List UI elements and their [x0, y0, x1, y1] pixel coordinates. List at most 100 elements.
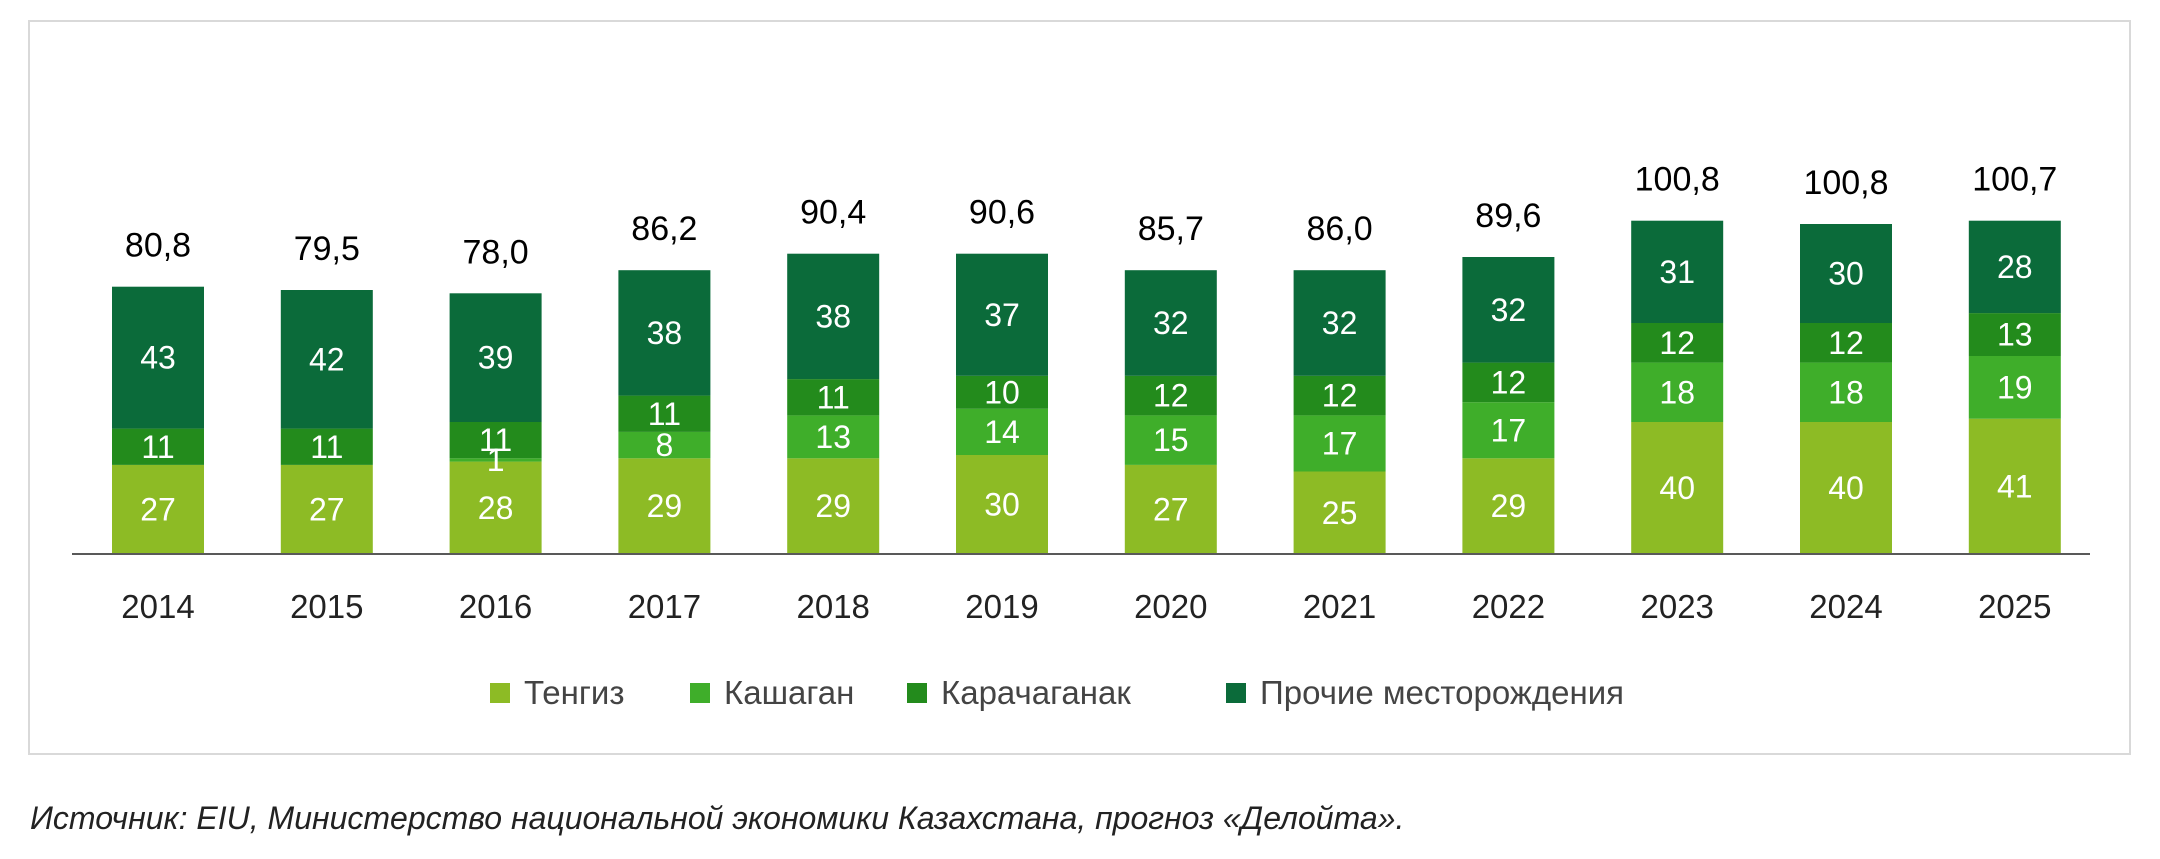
bar-segment-2025-0	[1968, 418, 2061, 554]
segment-label-2017-0: 29	[647, 488, 683, 524]
x-tick-label-2015: 2015	[290, 588, 363, 625]
bar-segment-2018-1	[787, 415, 880, 459]
segment-label-2025-1: 19	[1997, 369, 2033, 405]
segment-label-2021-1: 17	[1322, 425, 1358, 461]
bar-segment-2017-3	[618, 270, 711, 396]
total-label-2024: 100,8	[1803, 164, 1888, 202]
segment-label-2022-0: 29	[1491, 488, 1527, 524]
bar-segment-2018-0	[787, 458, 880, 554]
legend-label-3: Прочие месторождения	[1260, 674, 1624, 711]
bar-segment-2024-0	[1800, 422, 1892, 554]
segment-label-2019-3: 37	[984, 297, 1020, 333]
bar-segment-2020-0	[1124, 464, 1217, 554]
total-label-2014: 80,8	[125, 227, 191, 265]
bar-segment-2016-0	[449, 461, 542, 554]
bar-segment-2021-0	[1293, 471, 1386, 554]
segment-label-2020-2: 12	[1153, 378, 1189, 414]
legend-swatch-3	[1226, 683, 1246, 703]
total-label-2025: 100,7	[1972, 161, 2057, 199]
total-label-2019: 90,6	[969, 194, 1035, 232]
x-tick-label-2020: 2020	[1134, 588, 1207, 625]
segment-label-2017-3: 38	[647, 315, 683, 351]
segment-label-2024-3: 30	[1828, 256, 1864, 292]
segment-label-2016-3: 39	[478, 340, 514, 376]
segment-label-2018-2: 11	[817, 379, 850, 415]
segment-label-2022-3: 32	[1491, 292, 1527, 328]
bar-segment-2025-2	[1968, 313, 2061, 356]
segment-label-2017-1: 8	[656, 427, 674, 463]
segment-label-2025-2: 13	[1997, 317, 2033, 353]
bar-segment-2015-0	[280, 464, 373, 554]
segment-label-2022-1: 17	[1491, 412, 1527, 448]
segment-label-2023-3: 31	[1659, 254, 1695, 290]
segment-label-2024-0: 40	[1828, 470, 1864, 506]
total-label-2022: 89,6	[1475, 197, 1541, 235]
labels-layer: 27114380,827114279,5281113978,0298113886…	[125, 161, 2057, 531]
legend-label-2: Карачаганак	[941, 674, 1131, 711]
segment-label-2025-3: 28	[1997, 249, 2033, 285]
bar-segment-2016-3	[449, 293, 542, 422]
x-tick-label-2016: 2016	[459, 588, 532, 625]
segment-label-2018-1: 13	[815, 419, 851, 455]
legend-swatch-1	[690, 683, 710, 703]
segment-label-2018-0: 29	[815, 488, 851, 524]
x-tick-label-2018: 2018	[796, 588, 869, 625]
total-label-2016: 78,0	[463, 233, 529, 271]
segment-label-2023-1: 18	[1659, 374, 1695, 410]
bar-segment-2022-3	[1462, 257, 1555, 363]
segment-label-2016-0: 28	[478, 490, 514, 526]
segment-label-2023-0: 40	[1659, 470, 1695, 506]
bar-segment-2015-3	[280, 290, 373, 429]
bar-segment-2021-1	[1293, 415, 1386, 472]
bar-segment-2021-2	[1293, 375, 1386, 416]
bar-segment-2025-3	[1968, 220, 2061, 314]
x-tick-label-2017: 2017	[628, 588, 701, 625]
segment-label-2020-3: 32	[1153, 305, 1189, 341]
bar-segment-2022-1	[1462, 402, 1555, 459]
bar-segment-2024-1	[1800, 362, 1892, 422]
legend-swatch-2	[907, 683, 927, 703]
segment-label-2019-0: 30	[984, 487, 1020, 523]
total-label-2021: 86,0	[1307, 210, 1373, 248]
total-label-2020: 85,7	[1138, 210, 1204, 248]
bar-segment-2025-1	[1968, 356, 2061, 419]
segment-label-2016-2: 11	[479, 422, 512, 458]
total-label-2023: 100,8	[1635, 161, 1720, 199]
segment-label-2018-3: 38	[815, 298, 851, 334]
segment-label-2020-1: 15	[1153, 422, 1189, 458]
bar-segment-2014-3	[112, 286, 204, 429]
bar-segment-2016-1	[449, 458, 542, 462]
x-tick-labels: 2014 2015 2016 2017 2018 2019 2020 2021 2022 2023…	[121, 588, 2051, 625]
bar-segment-2024-2	[1800, 323, 1892, 363]
segment-label-2021-2: 12	[1322, 378, 1358, 414]
segment-label-2015-3: 42	[309, 341, 345, 377]
x-tick-label-2019: 2019	[965, 588, 1038, 625]
segment-label-2015-2: 11	[310, 429, 343, 465]
bar-segment-2018-2	[787, 379, 880, 416]
bar-segment-2014-0	[112, 464, 204, 554]
x-tick-label-2022: 2022	[1472, 588, 1545, 625]
segment-label-2021-0: 25	[1322, 495, 1358, 531]
bar-segment-2014-2	[112, 428, 204, 465]
legend-label-1: Кашаган	[724, 674, 854, 711]
bar-segment-2022-2	[1462, 362, 1555, 403]
total-label-2015: 79,5	[294, 230, 360, 268]
bar-segment-2021-3	[1293, 270, 1386, 376]
bar-segment-2023-3	[1631, 220, 1724, 323]
total-label-2017: 86,2	[631, 210, 697, 248]
bar-segment-2015-2	[280, 428, 373, 465]
legend: Тенгиз Кашаган Карачаганак Прочие месторожд…	[490, 674, 1624, 711]
bar-segment-2024-3	[1800, 224, 1892, 323]
chart-frame	[28, 20, 2131, 755]
bar-segment-2020-1	[1124, 415, 1217, 465]
segment-label-2025-0: 41	[1997, 468, 2033, 504]
bar-segment-2023-2	[1631, 323, 1724, 363]
segment-label-2024-1: 18	[1828, 374, 1864, 410]
segment-label-2019-1: 14	[984, 414, 1020, 450]
segment-label-2023-2: 12	[1659, 325, 1695, 361]
segment-label-2017-2: 11	[648, 396, 681, 432]
x-tick-label-2023: 2023	[1640, 588, 1713, 625]
source-note: Источник: EIU, Министерство национальной…	[30, 800, 1405, 836]
bar-segment-2016-2	[449, 422, 542, 459]
